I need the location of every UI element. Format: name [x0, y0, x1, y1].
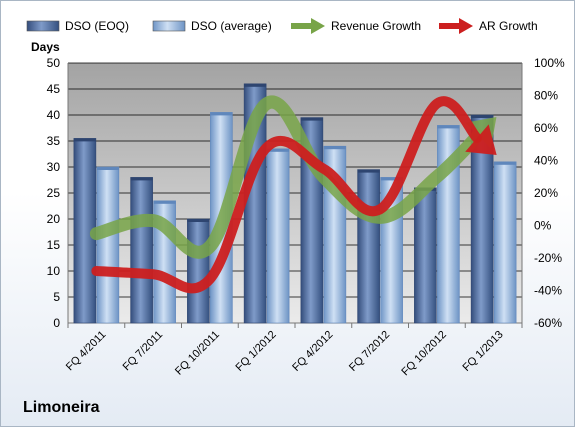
bar-cap	[210, 112, 233, 116]
y-tick-label: 5	[53, 290, 60, 304]
y2-tick-label: 80%	[534, 89, 558, 103]
y2-tick-label: 0%	[534, 219, 552, 233]
line-ar-growth	[91, 96, 482, 294]
y2-tick-label: 100%	[534, 56, 565, 70]
x-tick-label: FQ 10/2011	[173, 329, 222, 378]
legend-arrow-head	[311, 18, 325, 34]
legend-swatch	[152, 20, 186, 32]
legend-swatch	[26, 20, 60, 32]
company-label: Limoneira	[23, 399, 100, 416]
bar-cap	[267, 148, 290, 152]
x-tick-label: FQ 10/2012	[399, 329, 449, 379]
x-tick-label: FQ 7/2011	[121, 329, 166, 374]
y-tick-label: 20	[47, 212, 61, 226]
x-tick-label: FQ 4/2011	[64, 329, 109, 374]
bar-cap	[357, 169, 380, 173]
bar-dso-eoq	[187, 218, 210, 324]
y-tick-label: 30	[47, 160, 61, 174]
y2-tick-label: 40%	[534, 154, 558, 168]
y-tick-label: 40	[47, 108, 61, 122]
bar-cap	[187, 219, 210, 222]
bar-dso-eoq	[130, 177, 153, 324]
y2-tick-label: -40%	[534, 284, 562, 298]
legend-item: AR Growth	[439, 18, 538, 34]
legend-item: Revenue Growth	[291, 18, 421, 34]
legend-label: DSO (average)	[191, 19, 272, 33]
legend-item: DSO (EOQ)	[26, 19, 129, 33]
bar-cap	[244, 83, 267, 87]
arrowhead-ar-growth	[465, 124, 497, 155]
bar-cap	[96, 167, 119, 170]
bar-cap	[380, 177, 403, 181]
line-revenue-growth	[89, 95, 485, 259]
bar-cap	[73, 138, 96, 142]
bar-dso-eoq	[414, 187, 437, 324]
bar-cap	[494, 161, 517, 165]
bar-cap	[300, 117, 323, 121]
y-tick-label: 15	[47, 238, 61, 252]
bar-dso-average	[96, 166, 120, 324]
y-tick-label: 25	[47, 186, 61, 200]
bar-dso-eoq	[357, 169, 380, 324]
legend-arrow-head	[459, 18, 473, 34]
x-tick-label: FQ 7/2012	[347, 329, 392, 374]
bar-cap	[153, 200, 176, 204]
y2-tick-label: 60%	[534, 121, 558, 135]
y2-tick-label: -20%	[534, 251, 562, 265]
bar-cap	[437, 125, 460, 129]
y-tick-label: 0	[53, 316, 60, 330]
bar-dso-average	[493, 161, 517, 324]
y2-tick-label: 20%	[534, 186, 558, 200]
legend-item: DSO (average)	[152, 19, 272, 33]
x-tick-label: FQ 1/2013	[461, 329, 506, 374]
y-tick-label: 10	[47, 264, 61, 278]
y-tick-label: 35	[47, 134, 61, 148]
bar-cap	[323, 146, 346, 150]
legend-label: Revenue Growth	[331, 19, 421, 33]
y-axis-label: Days	[31, 40, 60, 54]
bar-dso-average	[266, 148, 290, 324]
y-tick-label: 45	[47, 82, 61, 96]
y-tick-label: 50	[47, 56, 61, 70]
bar-cap	[471, 115, 494, 118]
legend-label: DSO (EOQ)	[65, 19, 129, 33]
x-tick-label: FQ 1/2012	[234, 329, 279, 374]
legend-label: AR Growth	[479, 19, 538, 33]
x-tick-label: FQ 4/2012	[290, 329, 335, 374]
bar-cap	[130, 177, 153, 181]
y2-tick-label: -60%	[534, 316, 562, 330]
